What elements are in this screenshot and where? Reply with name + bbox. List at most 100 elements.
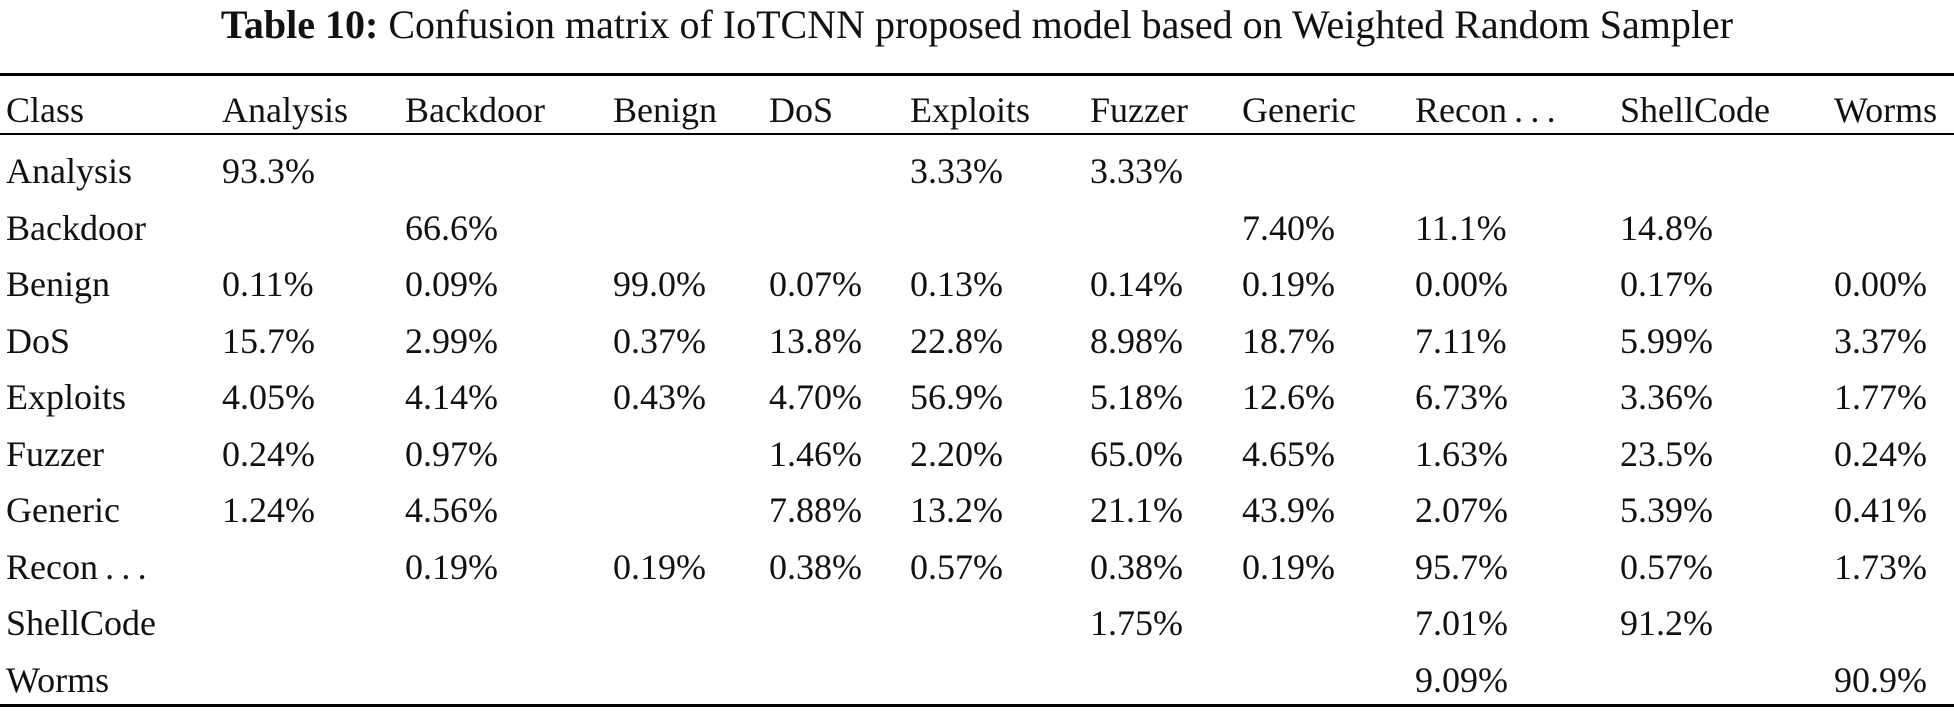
row-label: Backdoor xyxy=(6,207,146,248)
matrix-cell xyxy=(222,652,405,709)
matrix-cell: 23.5% xyxy=(1620,433,1713,474)
matrix-cell: 3.36% xyxy=(1620,377,1713,417)
matrix-cell: 2.99% xyxy=(405,320,498,361)
matrix-cell: 2.20% xyxy=(910,433,1003,474)
matrix-cell: 0.07% xyxy=(769,264,862,304)
matrix-cell xyxy=(769,143,910,200)
matrix-cell: 13.8% xyxy=(769,320,862,361)
matrix-cell: 9.09% xyxy=(1415,659,1508,700)
matrix-cell: 13.2% xyxy=(910,490,1003,530)
matrix-cell: 7.01% xyxy=(1415,603,1508,643)
matrix-cell: 7.11% xyxy=(1415,320,1507,361)
matrix-cell: 12.6% xyxy=(1242,377,1335,417)
matrix-cell: 0.19% xyxy=(405,546,498,587)
matrix-cell: 0.14% xyxy=(1090,264,1183,304)
matrix-cell: 3.37% xyxy=(1834,320,1927,361)
matrix-cell: 0.24% xyxy=(222,433,315,474)
matrix-cell: 22.8% xyxy=(910,320,1003,361)
matrix-cell: 4.65% xyxy=(1242,433,1335,474)
matrix-cell xyxy=(1834,143,1954,200)
matrix-cell: 8.98% xyxy=(1090,320,1183,361)
column-header: Analysis xyxy=(222,90,348,130)
table-row: Worms 9.09% 90.9% xyxy=(0,652,1954,709)
matrix-cell: 1.75% xyxy=(1090,603,1183,643)
matrix-cell xyxy=(1242,143,1415,200)
matrix-cell xyxy=(910,652,1090,709)
column-header: DoS xyxy=(769,90,834,130)
matrix-cell xyxy=(1242,652,1415,709)
column-header: Worms xyxy=(1834,90,1938,130)
matrix-cell xyxy=(222,595,405,652)
matrix-cell xyxy=(405,595,613,652)
matrix-cell xyxy=(1090,652,1242,709)
matrix-cell: 99.0% xyxy=(613,264,706,304)
matrix-cell: 7.40% xyxy=(1242,207,1335,248)
matrix-cell xyxy=(405,652,613,709)
matrix-cell: 1.73% xyxy=(1834,546,1927,587)
matrix-cell xyxy=(769,595,910,652)
matrix-cell: 43.9% xyxy=(1242,490,1335,530)
matrix-cell xyxy=(1834,595,1954,652)
matrix-cell: 0.41% xyxy=(1834,490,1927,530)
matrix-cell xyxy=(1620,143,1834,200)
row-label: Recon . . . xyxy=(6,546,147,587)
matrix-cell: 0.17% xyxy=(1620,264,1713,304)
matrix-cell: 0.09% xyxy=(405,264,498,304)
confusion-matrix-table: Class Analysis Backdoor Benign DoS Exploits Fu… xyxy=(0,82,1954,708)
matrix-cell xyxy=(1620,652,1834,709)
matrix-cell: 93.3% xyxy=(222,151,315,191)
matrix-cell: 5.99% xyxy=(1620,320,1713,361)
matrix-cell xyxy=(1090,200,1242,257)
matrix-cell: 11.1% xyxy=(1415,207,1507,248)
matrix-cell: 0.24% xyxy=(1834,433,1927,474)
matrix-cell: 15.7% xyxy=(222,320,315,361)
row-label: ShellCode xyxy=(6,603,156,643)
matrix-cell xyxy=(613,652,769,709)
table-row: Generic 1.24% 4.56% 7.88% 13.2% 21.1% 43.9% 2.0… xyxy=(0,482,1954,539)
matrix-cell: 0.57% xyxy=(910,546,1003,587)
matrix-cell xyxy=(910,200,1090,257)
matrix-cell xyxy=(1415,143,1620,200)
matrix-cell: 0.11% xyxy=(222,264,314,304)
table-row: Recon . . . 0.19% 0.19% 0.38% 0.57% 0.38% 0.19… xyxy=(0,539,1954,596)
row-label: Fuzzer xyxy=(6,433,104,474)
bottom-rule xyxy=(0,704,1954,707)
matrix-cell: 4.56% xyxy=(405,490,498,530)
matrix-cell: 0.19% xyxy=(1242,264,1335,304)
matrix-cell: 1.63% xyxy=(1415,433,1508,474)
matrix-cell: 1.24% xyxy=(222,490,315,530)
matrix-cell: 7.88% xyxy=(769,490,862,530)
matrix-cell xyxy=(613,143,769,200)
row-label: Exploits xyxy=(6,377,127,417)
column-header: Backdoor xyxy=(405,90,545,130)
matrix-cell: 95.7% xyxy=(1415,546,1508,587)
table-row: Exploits 4.05% 4.14% 0.43% 4.70% 56.9% 5.18% 12… xyxy=(0,369,1954,426)
table-row: Benign 0.11% 0.09% 99.0% 0.07% 0.13% 0.14% 0.19… xyxy=(0,256,1954,313)
table-caption: Table 10: Confusion matrix of IoTCNN pro… xyxy=(0,0,1954,62)
matrix-cell: 0.43% xyxy=(613,377,706,417)
matrix-cell: 65.0% xyxy=(1090,433,1183,474)
table-row: Backdoor 66.6% 7.40% 11.1% 14.8% xyxy=(0,200,1954,257)
matrix-cell xyxy=(405,143,613,200)
matrix-cell: 14.8% xyxy=(1620,207,1713,248)
matrix-cell: 0.00% xyxy=(1834,264,1927,304)
column-header: Generic xyxy=(1242,90,1356,130)
matrix-cell: 5.18% xyxy=(1090,377,1183,417)
matrix-cell xyxy=(1242,595,1415,652)
matrix-cell: 4.14% xyxy=(405,377,498,417)
matrix-cell xyxy=(769,652,910,709)
column-header: ShellCode xyxy=(1620,90,1770,130)
matrix-cell: 2.07% xyxy=(1415,490,1508,530)
matrix-cell xyxy=(613,595,769,652)
matrix-cell: 91.2% xyxy=(1620,603,1713,643)
matrix-cell: 0.57% xyxy=(1620,546,1713,587)
header-rule xyxy=(0,133,1954,135)
column-header: Recon . . . xyxy=(1415,90,1556,130)
matrix-cell: 4.05% xyxy=(222,377,315,417)
matrix-cell xyxy=(910,595,1090,652)
matrix-cell xyxy=(769,200,910,257)
matrix-cell xyxy=(613,200,769,257)
row-label: Analysis xyxy=(6,151,132,191)
table-row: Fuzzer 0.24% 0.97% 1.46% 2.20% 65.0% 4.65% 1.63… xyxy=(0,426,1954,483)
row-label: Benign xyxy=(6,264,110,304)
